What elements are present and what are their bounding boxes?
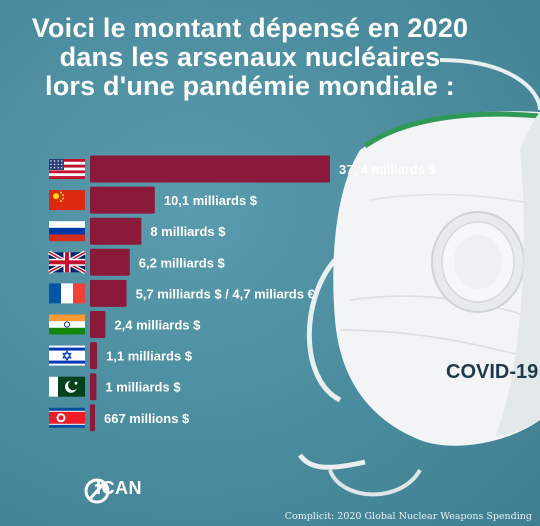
flag-united-kingdom-icon	[48, 250, 86, 275]
bar-india	[90, 311, 106, 338]
bar-united-kingdom	[90, 248, 130, 276]
value-label-united-states: 37, 4 milliards $	[339, 162, 437, 177]
country-flags	[48, 159, 86, 428]
value-label-china: 10,1 milliards $	[164, 193, 258, 208]
flag-pakistan-icon	[49, 376, 85, 397]
source-credit: Complicit: 2020 Global Nuclear Weapons S…	[284, 511, 532, 522]
bar-pakistan	[90, 373, 97, 401]
value-label-russia: 8 milliards $	[150, 224, 226, 239]
bar-china	[90, 186, 155, 214]
mask-strap-left	[306, 258, 342, 403]
mask-strap-lower	[328, 468, 422, 497]
flag-israel-icon	[49, 345, 85, 366]
bar-france	[90, 279, 127, 307]
value-label-india: 2,4 milliards $	[114, 318, 201, 333]
ican-logo-icon	[84, 478, 110, 504]
flag-india-icon	[49, 314, 85, 335]
flag-russia-icon	[49, 221, 85, 242]
flag-north-korea-icon	[49, 407, 85, 428]
value-label-united-kingdom: 6,2 milliards $	[139, 255, 226, 270]
value-label-pakistan: 1 milliards $	[105, 380, 181, 395]
flag-france-icon	[49, 283, 85, 304]
flag-united-states-icon	[49, 159, 85, 179]
bar-israel	[90, 342, 98, 370]
bar-united-states	[90, 155, 330, 183]
flag-china-icon	[49, 190, 85, 211]
bars	[90, 155, 330, 432]
title-line-3: lors d'une pandémie mondiale :	[45, 71, 455, 101]
bar-north-korea	[90, 404, 95, 432]
page-title: Voici le montant dépensé en 2020 dans le…	[0, 14, 500, 101]
mask-strap-bottom	[297, 453, 366, 470]
value-labels: 37, 4 milliards $ 10,1 milliards $ 8 milli…	[104, 162, 437, 426]
value-label-france: 5,7 milliards $ / 4,7 miliards €	[136, 286, 315, 301]
title-line-2: dans les arsenaux nucléaires	[59, 42, 441, 72]
ican-logo-text: ICAN	[96, 478, 142, 498]
mask-strap-top	[439, 58, 540, 111]
value-label-north-korea: 667 millions $	[104, 411, 190, 426]
mask-nose-band	[363, 111, 540, 149]
mask-label: COVID-19	[446, 361, 538, 383]
bar-russia	[90, 217, 142, 245]
value-label-israel: 1,1 milliards $	[106, 349, 193, 364]
title-line-1: Voici le montant dépensé en 2020	[31, 13, 469, 43]
